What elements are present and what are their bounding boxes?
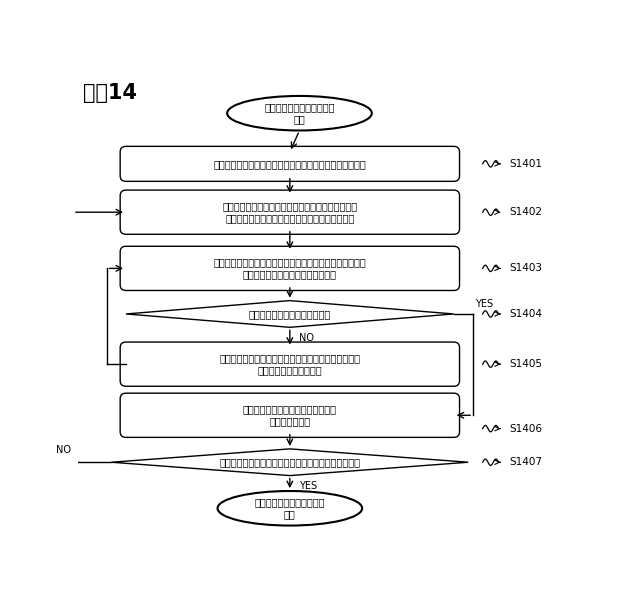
Text: 割当て処理範囲のクエリグループを
サーバに割当て: 割当て処理範囲のクエリグループを サーバに割当て [243, 404, 337, 426]
Ellipse shape [218, 491, 362, 526]
FancyBboxPatch shape [120, 342, 460, 386]
Ellipse shape [227, 96, 372, 130]
Text: 処理可能なサーバが見つかった: 処理可能なサーバが見つかった [249, 309, 331, 319]
Text: S1407: S1407 [509, 457, 542, 467]
Text: S1406: S1406 [509, 423, 542, 434]
Text: クエリ間のデータ送信量が最少となるクエリまでを
サーバへのクエリグループ割当て処理範囲に設定: クエリ間のデータ送信量が最少となるクエリまでを サーバへのクエリグループ割当て処… [222, 201, 358, 224]
Text: S1403: S1403 [509, 263, 542, 273]
Text: クエリグループ割当て処理
開始: クエリグループ割当て処理 開始 [264, 102, 335, 124]
Text: S1402: S1402 [509, 207, 542, 217]
Text: クエリ間のデータ送信量が次に小さくなるクエリまで
を割当て処理範囲に設定: クエリ間のデータ送信量が次に小さくなるクエリまで を割当て処理範囲に設定 [220, 353, 360, 376]
Text: 図．14: 図．14 [83, 83, 137, 103]
Text: クエリグラフ内の全てのクエリをサーバに割り当てた: クエリグラフ内の全てのクエリをサーバに割り当てた [220, 457, 360, 467]
Polygon shape [111, 449, 468, 475]
Text: クエリグループの割当て処理範囲を全体許容送信間隔内で
処理可能なサーバが存在するか判定: クエリグループの割当て処理範囲を全体許容送信間隔内で 処理可能なサーバが存在する… [213, 257, 366, 280]
FancyBboxPatch shape [120, 393, 460, 437]
Text: NO: NO [300, 333, 315, 343]
Text: NO: NO [55, 446, 70, 455]
Text: S1405: S1405 [509, 359, 542, 369]
Text: YES: YES [300, 481, 318, 491]
Polygon shape [126, 301, 454, 327]
Text: S1404: S1404 [509, 309, 542, 319]
FancyBboxPatch shape [120, 190, 460, 234]
FancyBboxPatch shape [120, 246, 460, 291]
FancyBboxPatch shape [120, 147, 460, 181]
Text: クエリグループ割当て処理
終了: クエリグループ割当て処理 終了 [254, 497, 325, 520]
Text: S1401: S1401 [509, 159, 542, 169]
Text: クエリグラフにおいて、各クエリ間のデータ送信量を算出: クエリグラフにおいて、各クエリ間のデータ送信量を算出 [213, 159, 366, 169]
Text: YES: YES [475, 300, 494, 309]
